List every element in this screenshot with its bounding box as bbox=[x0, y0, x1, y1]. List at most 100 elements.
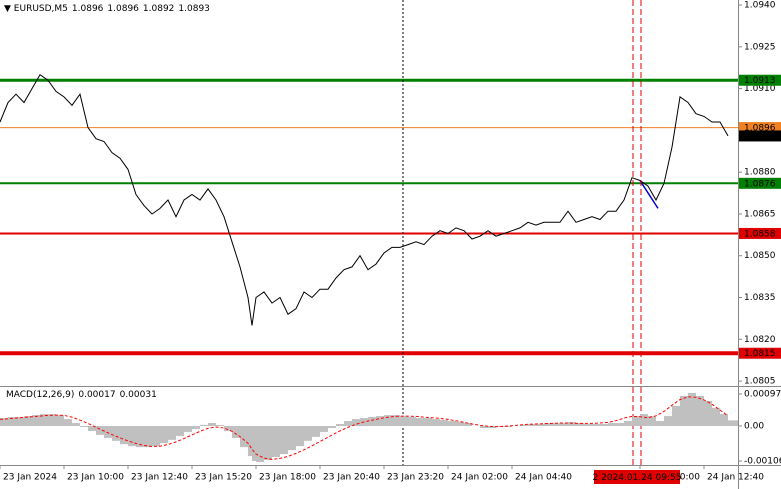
macd-bar bbox=[712, 407, 720, 426]
macd-bar bbox=[632, 416, 640, 426]
macd-bar bbox=[192, 426, 200, 429]
macd-bar bbox=[600, 424, 608, 426]
macd-bar bbox=[184, 426, 192, 432]
y-tick-label: 0.00 bbox=[744, 422, 764, 432]
macd-bar bbox=[232, 426, 240, 438]
macd-bar bbox=[80, 426, 88, 427]
level-tag-bg bbox=[739, 347, 781, 359]
macd-bar bbox=[208, 423, 216, 426]
macd-bar bbox=[440, 420, 448, 426]
macd-bar bbox=[560, 423, 568, 426]
x-tick-label: 23 Jan 12:40 bbox=[131, 473, 188, 483]
price-tag: 1.0893 bbox=[744, 132, 776, 142]
macd-bar bbox=[528, 424, 536, 426]
macd-bar bbox=[496, 426, 504, 427]
price-line bbox=[0, 73, 729, 326]
macd-bar bbox=[320, 426, 328, 432]
macd-bar bbox=[272, 426, 280, 458]
x-tick-label: 24 Jan 12:40 bbox=[707, 473, 764, 483]
macd-bar bbox=[552, 423, 560, 426]
macd-bar bbox=[0, 418, 8, 426]
macd-bar bbox=[728, 420, 738, 426]
x-tick-label: 23 Jan 23:20 bbox=[387, 473, 444, 483]
macd-header: MACD(12,26,9) 0.00017 0.00031 bbox=[6, 390, 161, 400]
macd-bar bbox=[280, 426, 288, 455]
level-tag: 1.0913 bbox=[744, 76, 776, 86]
macd-bar bbox=[352, 419, 360, 426]
cursor-tag: 2 2024.01.24 09:55 bbox=[593, 473, 682, 483]
macd-bar bbox=[72, 423, 80, 426]
macd-bar bbox=[8, 417, 16, 426]
macd-bar bbox=[136, 426, 144, 448]
signal-line bbox=[0, 396, 729, 460]
macd-bar bbox=[336, 424, 344, 426]
macd-bar bbox=[464, 423, 472, 426]
macd-bar bbox=[56, 415, 64, 426]
macd-bar bbox=[520, 425, 528, 426]
level-tag-bg bbox=[739, 227, 781, 239]
macd-bar bbox=[16, 417, 24, 426]
x-tick-label: 23 Jan 15:20 bbox=[195, 473, 252, 483]
macd-bar bbox=[696, 395, 704, 426]
macd-bar bbox=[624, 421, 632, 426]
level-tag-bg bbox=[739, 177, 781, 189]
macd-bar bbox=[32, 415, 40, 426]
close: 1.0893 bbox=[178, 4, 210, 14]
price-tag-bg bbox=[739, 130, 781, 142]
macd-bar bbox=[656, 421, 664, 426]
y-tick-label: 1.0940 bbox=[744, 1, 776, 11]
macd-bar bbox=[640, 414, 648, 426]
macd-bar bbox=[584, 424, 592, 426]
macd-bar bbox=[200, 425, 208, 426]
macd-bar bbox=[536, 424, 544, 426]
macd-bar bbox=[384, 415, 392, 426]
macd-bar bbox=[680, 395, 688, 426]
macd-bar bbox=[252, 426, 256, 462]
y-tick-label: -0.00106 bbox=[744, 457, 781, 467]
macd-bar bbox=[160, 426, 168, 444]
level-tag: 1.0896 bbox=[744, 124, 776, 134]
level-tag: 1.0815 bbox=[744, 349, 776, 359]
macd-bar bbox=[432, 419, 440, 426]
y-tick-label: 1.0805 bbox=[744, 377, 776, 387]
high: 1.0896 bbox=[107, 4, 139, 14]
macd-bar bbox=[40, 414, 48, 426]
macd-bar bbox=[368, 417, 376, 426]
macd-bar bbox=[568, 422, 576, 426]
macd-bar bbox=[264, 426, 272, 461]
macd-bar bbox=[216, 425, 224, 426]
chart-header: ▼ EURUSD,M5 1.0896 1.0896 1.0892 1.0893 bbox=[4, 4, 210, 14]
x-tick-label: 23 Jan 10:00 bbox=[67, 473, 124, 483]
macd-bar bbox=[144, 426, 152, 448]
macd-bar bbox=[400, 416, 408, 426]
symbol: EURUSD,M5 bbox=[13, 4, 68, 14]
signal-value: 0.00031 bbox=[119, 390, 157, 400]
macd-bar bbox=[448, 421, 456, 426]
level-tag: 1.0876 bbox=[744, 179, 776, 189]
macd-bar bbox=[424, 418, 432, 426]
macd-bar bbox=[288, 426, 296, 451]
macd-bar bbox=[312, 426, 320, 437]
macd-bar bbox=[96, 426, 104, 435]
y-tick-label: 1.0925 bbox=[744, 42, 776, 52]
macd-bar bbox=[344, 421, 352, 426]
macd-bar bbox=[544, 423, 552, 426]
macd-bar bbox=[416, 418, 424, 426]
macd-bar bbox=[376, 416, 384, 426]
macd-value: 0.00017 bbox=[78, 390, 116, 400]
x-tick-label: 23 Jan 20:40 bbox=[323, 473, 380, 483]
macd-bar bbox=[224, 426, 232, 431]
macd-bar bbox=[176, 426, 184, 436]
cursor-tag-bg bbox=[594, 470, 680, 484]
macd-bar bbox=[48, 414, 56, 426]
macd-bar bbox=[688, 392, 696, 426]
macd-bar bbox=[592, 424, 600, 426]
x-tick-label: 24 Jan 02:00 bbox=[451, 473, 508, 483]
macd-bar bbox=[240, 426, 248, 448]
level-tag: 1.0858 bbox=[744, 229, 776, 239]
macd-bar bbox=[608, 423, 616, 426]
macd-bar bbox=[152, 426, 160, 447]
y-tick-label: 1.0865 bbox=[744, 209, 776, 219]
